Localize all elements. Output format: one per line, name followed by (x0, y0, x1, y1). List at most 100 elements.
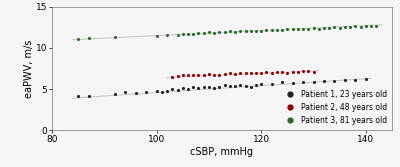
Point (358, 26, 364, 28)
Point (185, 74, 191, 76)
Point (154, 89, 160, 92)
Point (143, 91, 149, 94)
Point (258, 83, 264, 86)
Point (284, 71, 290, 74)
Point (174, 33, 181, 36)
Point (295, 28, 301, 31)
Point (310, 27, 317, 29)
Point (248, 29, 254, 32)
Point (274, 70, 280, 73)
Point (363, 25, 369, 28)
Point (253, 72, 259, 74)
Point (232, 72, 238, 75)
Point (237, 30, 244, 33)
Point (300, 80, 306, 83)
Point (274, 29, 280, 32)
Point (242, 85, 249, 87)
Point (211, 74, 217, 76)
Point (86, 95, 92, 98)
Point (190, 33, 196, 35)
Point (164, 33, 170, 36)
Point (232, 85, 238, 87)
Point (222, 72, 228, 75)
Point (263, 29, 270, 32)
Point (206, 86, 212, 89)
X-axis label: cSBP, mmHg: cSBP, mmHg (190, 147, 254, 157)
Point (342, 79, 348, 81)
Point (310, 81, 317, 84)
Point (200, 73, 207, 76)
Point (227, 85, 233, 87)
Point (331, 79, 338, 82)
Point (227, 30, 233, 33)
Point (300, 70, 306, 73)
Point (222, 30, 228, 33)
Point (284, 28, 290, 31)
Point (258, 71, 264, 74)
Point (253, 30, 259, 32)
Point (122, 90, 128, 93)
Point (211, 31, 217, 34)
Point (321, 79, 327, 82)
Point (180, 87, 186, 90)
Point (352, 25, 358, 28)
Y-axis label: eaPWV, m/s: eaPWV, m/s (24, 39, 34, 98)
Point (290, 82, 296, 85)
Point (112, 36, 118, 39)
Point (263, 71, 270, 73)
Point (185, 88, 191, 90)
Point (242, 30, 249, 32)
Point (347, 26, 353, 28)
Point (222, 84, 228, 86)
Point (363, 78, 369, 80)
Point (190, 74, 196, 77)
Point (331, 26, 338, 29)
Point (200, 85, 207, 88)
Point (242, 72, 249, 74)
Point (310, 70, 317, 73)
Point (305, 70, 312, 72)
Point (305, 27, 312, 30)
Point (190, 86, 196, 89)
Point (232, 30, 238, 33)
Point (279, 81, 285, 84)
Point (169, 75, 176, 78)
Point (154, 34, 160, 37)
Point (75, 94, 81, 97)
Point (185, 33, 191, 35)
Point (132, 92, 139, 95)
Point (216, 73, 222, 76)
Point (169, 88, 176, 90)
Point (180, 33, 186, 36)
Point (300, 28, 306, 30)
Point (290, 70, 296, 73)
Point (237, 72, 244, 75)
Point (279, 71, 285, 73)
Point (159, 91, 165, 94)
Point (112, 93, 118, 95)
Point (268, 28, 275, 31)
Point (174, 74, 181, 77)
Point (295, 71, 301, 73)
Point (227, 72, 233, 75)
Point (316, 27, 322, 30)
Point (268, 71, 275, 74)
Point (75, 37, 81, 40)
Point (268, 83, 275, 86)
Point (326, 26, 332, 29)
Point (248, 71, 254, 74)
Point (253, 84, 259, 86)
Point (195, 74, 202, 76)
Legend: Patient 1, 23 years old, Patient 2, 48 years old, Patient 3, 81 years old: Patient 1, 23 years old, Patient 2, 48 y… (281, 88, 388, 126)
Point (321, 27, 327, 29)
Point (248, 85, 254, 88)
Point (86, 37, 92, 39)
Point (373, 24, 380, 27)
Point (258, 29, 264, 32)
Point (164, 89, 170, 92)
Point (290, 28, 296, 30)
Point (216, 31, 222, 34)
Point (200, 32, 207, 34)
Point (195, 32, 202, 35)
Point (180, 74, 186, 77)
